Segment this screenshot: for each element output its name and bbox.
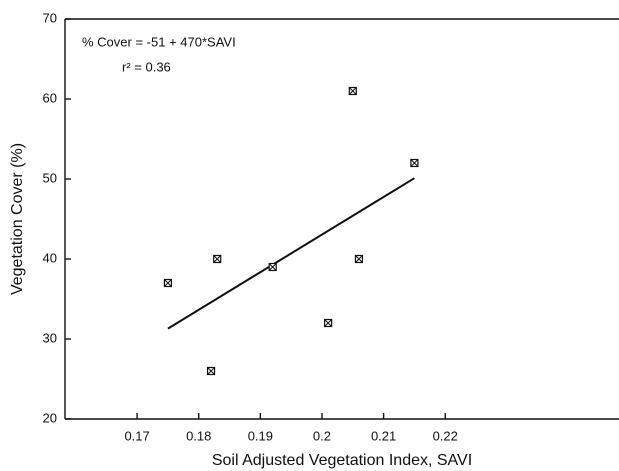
x-tick-label: 0.21 — [371, 428, 396, 443]
point — [206, 366, 216, 376]
y-tick-label: 40 — [43, 250, 57, 265]
fit-line — [167, 177, 415, 330]
annotation: % Cover = -51 + 470*SAVI — [82, 34, 236, 49]
y-tick-label: 60 — [43, 90, 57, 105]
point — [213, 254, 222, 264]
point — [410, 158, 419, 168]
point — [348, 86, 357, 96]
y-axis-label: Vegetation Cover (%) — [9, 143, 26, 295]
y-tick-label: 20 — [43, 410, 57, 425]
x-tick-label: 0.18 — [186, 428, 211, 443]
x-tick-label: 0.19 — [248, 428, 273, 443]
point — [163, 278, 173, 288]
point — [324, 318, 333, 328]
annotation: r² = 0.36 — [122, 59, 171, 74]
y-tick-label: 30 — [43, 330, 57, 345]
x-tick-label: 0.2 — [313, 428, 331, 443]
y-tick-label: 70 — [43, 10, 57, 25]
x-tick-label: 0.22 — [433, 428, 458, 443]
x-axis-label: Soil Adjusted Vegetation Index, SAVI — [212, 452, 472, 469]
x-tick-label: 0.17 — [124, 428, 149, 443]
point — [268, 262, 277, 272]
point — [354, 254, 364, 264]
y-tick-label: 50 — [43, 170, 57, 185]
